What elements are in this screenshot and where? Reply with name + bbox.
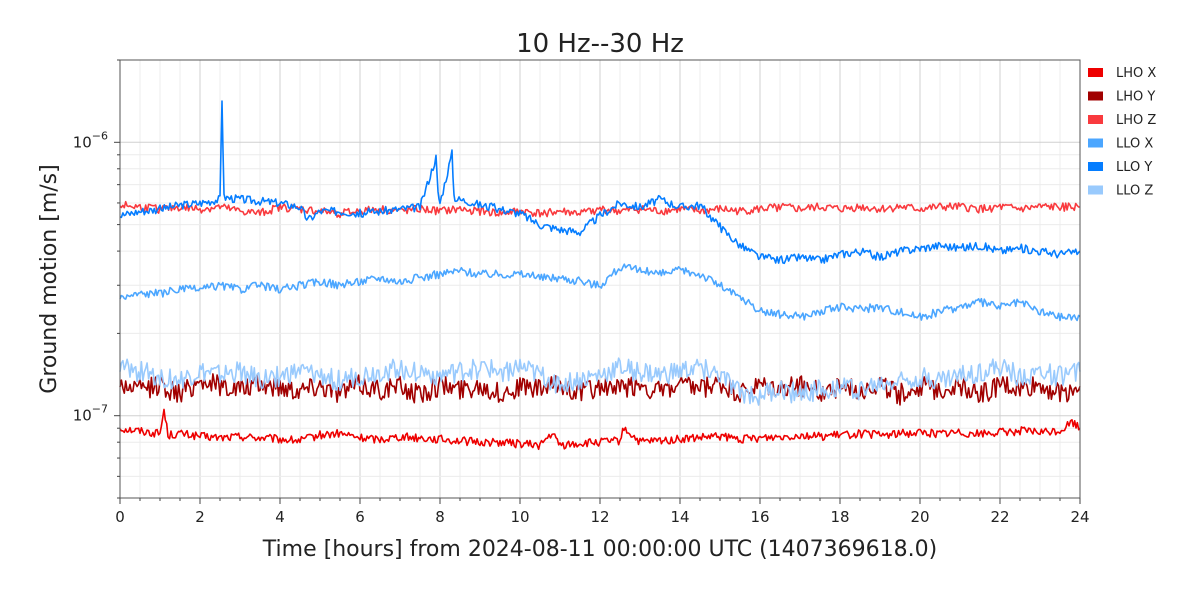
series-line-llo-z [119,357,1081,406]
x-tick-label: 20 [910,508,929,526]
x-tick-label: 6 [355,508,365,526]
series-line-llo-x [119,263,1081,322]
x-tick-label: 4 [275,508,285,526]
x-axis-label: Time [hours] from 2024-08-11 00:00:00 UT… [262,537,937,562]
legend-label: LHO X [1116,66,1156,81]
y-tick-label: 10−6 [73,129,108,151]
grid [119,59,1081,499]
legend-swatch [1088,115,1103,124]
x-tick-label: 10 [510,508,529,526]
legend-swatch [1088,162,1103,171]
plot-series [119,100,1081,451]
legend-label: LHO Z [1116,113,1156,128]
x-tick-label: 24 [1070,508,1089,526]
x-tick-label: 12 [590,508,609,526]
x-tick-label: 2 [195,508,205,526]
legend-label: LLO Y [1116,160,1152,175]
x-tick-label: 0 [115,508,125,526]
legend-swatch [1088,91,1103,101]
series-line-lho-x [119,408,1081,451]
legend-swatch [1088,138,1103,148]
x-tick-label: 16 [750,508,769,526]
x-tick-label: 14 [670,508,689,526]
x-tick-label: 8 [435,508,445,526]
x-tick-label: 22 [990,508,1009,526]
series-line-llo-y [119,100,1081,265]
legend: LHO X LHO Y LHO Z LLO X LLO Y LLO Z [1088,66,1156,199]
legend-swatch [1088,185,1103,195]
legend-swatch [1088,68,1103,77]
chart-title: 10 Hz--30 Hz [516,29,684,59]
x-tick-label: 18 [830,508,849,526]
y-tick-label: 10−7 [73,403,108,425]
legend-label: LHO Y [1116,90,1155,105]
legend-label: LLO X [1116,137,1153,152]
y-axis-label: Ground motion [m/s] [37,164,62,393]
legend-label: LLO Z [1116,184,1153,199]
